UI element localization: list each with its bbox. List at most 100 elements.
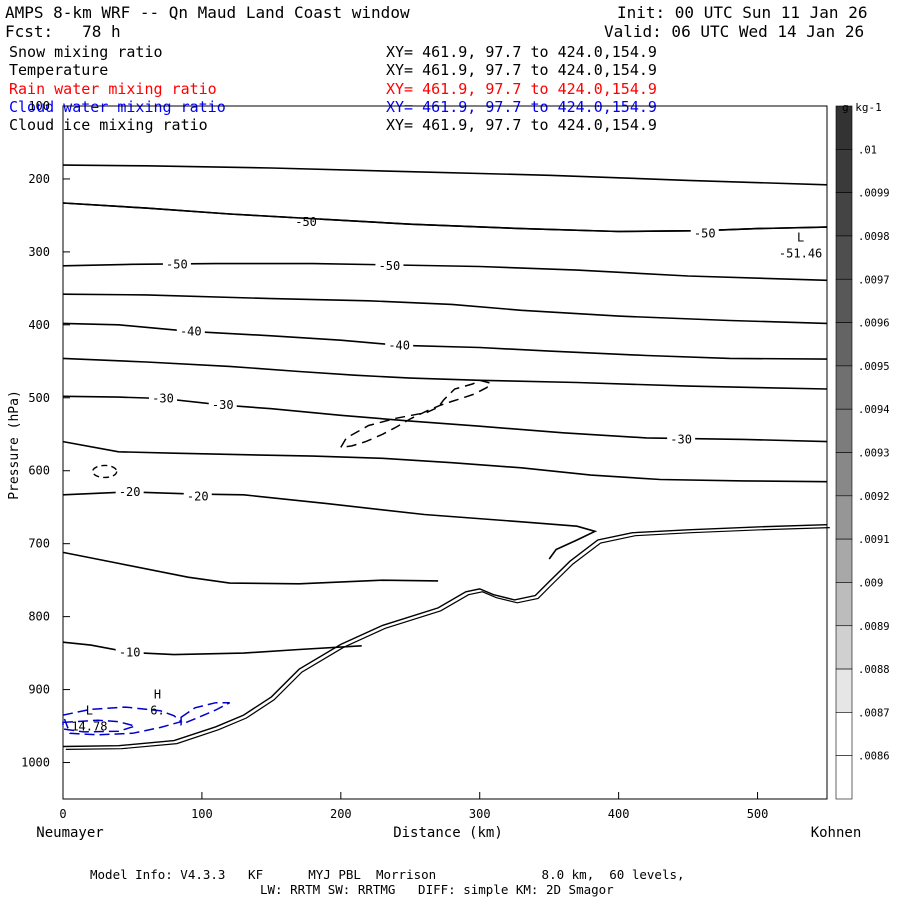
contour-label: -40 — [388, 338, 410, 352]
field-xy: XY= 461.9, 97.7 to 424.0,154.9 — [386, 98, 657, 116]
contour-label-bg — [176, 323, 205, 338]
temperature-contour — [62, 357, 828, 390]
forecast-hour: Fcst: 78 h — [5, 22, 121, 41]
colorbar-label: .0093 — [858, 448, 890, 460]
contour-label-bg — [183, 488, 212, 503]
contour-label: -30 — [152, 392, 174, 406]
contour-label: -10 — [119, 645, 141, 659]
contour-label: -30 — [670, 432, 692, 446]
axes-layer: 0 100 200 300 400 500 100 200 300 400 500 600 700 800… — [21, 99, 768, 821]
colorbar-label: .0088 — [858, 664, 890, 676]
colorbar-label: .0094 — [858, 404, 890, 416]
x-tick-label: 400 — [608, 807, 630, 821]
chart-title: AMPS 8-km WRF -- Qn Maud Land Coast wind… — [5, 3, 410, 22]
colorbar-swatch — [835, 755, 853, 800]
contour-label: -20 — [119, 485, 141, 499]
y-tick-label: 400 — [28, 318, 50, 332]
field-name: Snow mixing ratio — [9, 43, 163, 61]
contour-label-bg — [115, 483, 144, 498]
field-xy: XY= 461.9, 97.7 to 424.0,154.9 — [386, 43, 657, 61]
y-tick-label: 800 — [28, 610, 50, 624]
temperature-contour — [62, 440, 828, 483]
colorbar-swatch — [835, 582, 853, 627]
colorbar-swatch — [835, 278, 853, 323]
y-tick-label: 900 — [28, 683, 50, 697]
extremum-value: 14.78 — [71, 719, 107, 733]
contour-label: -50 — [166, 257, 188, 271]
snow-mixing-contour-small — [91, 464, 118, 479]
field-name: Temperature — [9, 61, 109, 79]
contour-label: -50 — [694, 227, 716, 241]
temperature-contour — [62, 491, 598, 560]
terrain-line-2 — [65, 527, 830, 750]
colorbar-label: .0099 — [858, 188, 890, 200]
cloud-water-contour — [62, 719, 138, 733]
y-tick-label: 500 — [28, 391, 50, 405]
colorbar-swatch — [835, 452, 853, 497]
temperature-contour — [62, 395, 828, 443]
colorbar-label: .0095 — [858, 361, 890, 373]
colorbar-label: .0087 — [858, 707, 890, 719]
colorbar-swatch — [835, 149, 853, 193]
colorbar-swatch — [835, 322, 853, 367]
valid-time: Valid: 06 UTC Wed 14 Jan 26 — [604, 22, 865, 41]
contour-label-bg — [115, 644, 144, 659]
colorbar-swatch — [835, 712, 853, 756]
extremum-marker: L — [797, 231, 804, 245]
extremum-marker: H — [154, 687, 161, 701]
y-tick-label: 1000 — [21, 756, 50, 770]
contour-label: -50 — [379, 259, 401, 273]
colorbar-units: g kg-1 — [842, 101, 882, 114]
colorbar-swatch — [835, 365, 853, 410]
colorbar-swatch — [835, 538, 853, 583]
field-xy: XY= 461.9, 97.7 to 424.0,154.9 — [386, 116, 657, 134]
colorbar-swatch — [835, 408, 853, 453]
colorbar-swatch — [835, 235, 853, 280]
contour-label-bg — [385, 337, 414, 352]
field-name: Cloud ice mixing ratio — [9, 116, 208, 134]
contour-label-bg — [690, 225, 719, 240]
contour-label-bg — [667, 431, 696, 446]
colorbar-label: .0086 — [858, 751, 890, 763]
model-info-2: LW: RRTM SW: RRTMG DIFF: simple KM: 2D S… — [260, 882, 614, 897]
y-tick-label: 100 — [28, 99, 50, 113]
colorbar-swatch — [835, 668, 853, 713]
terrain-line — [62, 524, 828, 748]
x-axis-label: Distance (km) — [393, 825, 503, 841]
contour-label-bg — [149, 390, 178, 405]
colorbar-label: .009 — [858, 577, 883, 589]
x-tick-label: 500 — [747, 807, 769, 821]
colorbar-label: .0096 — [858, 318, 890, 330]
contour-label-bg — [208, 397, 237, 412]
x-tick-label: 300 — [469, 807, 491, 821]
temperature-contour — [62, 293, 828, 325]
contour-label-bg — [375, 257, 404, 272]
colorbar-swatch — [835, 495, 853, 540]
colorbar-label: .0089 — [858, 621, 890, 633]
contour-label: -20 — [187, 489, 209, 503]
colorbar-label: .01 — [858, 144, 877, 156]
contour-label-bg — [162, 256, 191, 271]
field-xy: XY= 461.9, 97.7 to 424.0,154.9 — [386, 61, 657, 79]
colorbar-swatch — [835, 192, 853, 237]
snow-mixing-contour — [339, 379, 493, 449]
x-right-station: Kohnen — [811, 825, 862, 841]
y-axis-label: Pressure (hPa) — [7, 390, 22, 500]
x-tick-label: 0 — [59, 807, 66, 821]
colorbar-swatch — [835, 625, 853, 670]
y-tick-label: 700 — [28, 537, 50, 551]
x-left-station: Neumayer — [36, 825, 103, 841]
colorbar-label: .0098 — [858, 231, 890, 243]
contour-label: -40 — [180, 324, 202, 338]
extremum-value: -51.46 — [779, 247, 822, 261]
field-name: Rain water mixing ratio — [9, 80, 217, 98]
contour-layer: -50-50-50 -50-40-40-30 -30-30-20 -20-10L-51… — [61, 164, 830, 750]
y-tick-label: 300 — [28, 245, 50, 259]
temperature-contour — [62, 202, 828, 233]
temperature-contour — [62, 641, 362, 656]
field-name: Cloud water mixing ratio — [9, 98, 226, 116]
model-info: Model Info: V4.3.3 KF MYJ PBL Morrison 8… — [90, 867, 685, 882]
colorbar-label: .0091 — [858, 534, 890, 546]
field-xy: XY= 461.9, 97.7 to 424.0,154.9 — [386, 80, 657, 98]
x-tick-label: 200 — [330, 807, 352, 821]
